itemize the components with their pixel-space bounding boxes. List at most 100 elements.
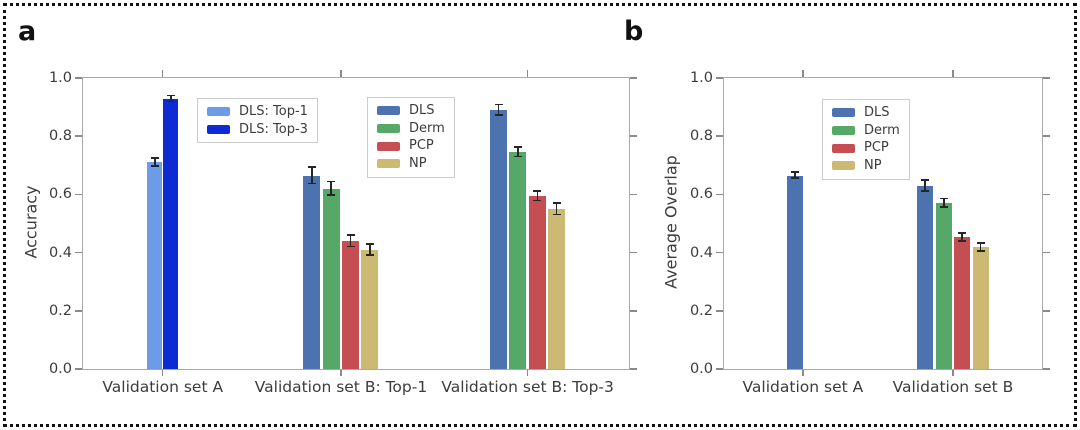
legend-swatch [377,123,400,133]
legend-label: PCP [864,140,889,156]
error-cap-top [790,171,799,173]
error-bar-pcp [536,190,539,202]
legend-swatch [377,106,400,116]
bar-derm [322,188,340,369]
error-cap-bottom [150,165,159,167]
y-tick-mark-right [1043,310,1050,312]
y-tick-label: 1.0 [689,70,713,86]
legend-box: DLS Derm PCP NP [822,99,910,180]
legend-swatch [377,159,400,169]
error-cap-bottom [533,199,542,202]
legend-entry: PCP [832,141,900,155]
x-tick-mark-bottom [802,370,804,376]
y-tick-mark-left [716,251,723,254]
error-bar-dls-top-3 [169,95,172,103]
x-tick-label: Validation set A [742,378,864,396]
legend-entry: DLS: Top-1 [207,105,308,119]
x-tick-label: Validation set B: Top-3 [441,378,614,396]
y-tick-label: 0.8 [48,128,72,145]
y-tick-mark-left [716,310,723,312]
y-tick-mark-right [630,310,637,312]
legend-label: Derm [409,120,445,136]
error-bar-dls-top-1 [153,158,156,167]
panel-a-letter: a [18,16,37,47]
error-cap-top [939,197,948,200]
legend-swatch [377,141,400,151]
y-tick-label: 0.4 [689,244,713,261]
legend-label: Derm [864,122,900,138]
error-bar-np [555,202,558,216]
legend-entry: DLS [832,106,900,120]
error-cap-bottom [790,177,799,179]
legend-swatch [832,161,855,171]
legend-box: DLS Derm PCP NP [367,97,455,178]
error-bar-dls [924,179,927,192]
y-tick-mark-left [75,368,82,370]
panel-b-letter: b [624,16,644,47]
x-tick-mark-top [161,70,164,77]
error-bar-pcp [349,234,352,248]
y-tick-mark-right [630,368,637,370]
y-tick-mark-left [716,135,723,137]
bar-dls [303,175,321,369]
x-tick-mark-bottom [952,370,954,376]
y-tick-mark-right [630,135,637,137]
error-cap-bottom [513,155,522,158]
legend-label: DLS [864,105,890,120]
y-tick-label: 0.6 [689,186,713,203]
legend-swatch [832,108,855,118]
legend-entry: PCP [377,139,445,153]
bar-pcp [342,240,360,369]
error-bar-dls [311,166,313,185]
legend-label: NP [864,157,882,173]
y-tick-label: 0.2 [48,302,72,319]
legend-label: DLS: Top-3 [239,121,308,137]
bar-dls-top-1 [146,162,163,369]
x-tick-mark-top [802,70,804,77]
x-tick-mark-bottom [161,370,164,376]
y-tick-label: 0.0 [689,361,713,377]
error-bar-derm [942,198,945,208]
y-tick-label: 0.6 [48,186,72,203]
legend-box: DLS: Top-1 DLS: Top-3 [197,98,318,144]
y-tick-mark-right [1043,368,1050,370]
error-cap-top [494,103,503,106]
y-tick-mark-left [75,135,82,137]
error-cap-bottom [327,194,336,196]
error-cap-top [150,157,159,160]
error-cap-top [921,179,930,181]
x-tick-label: Validation set B: Top-1 [254,378,428,396]
y-tick-mark-left [716,368,723,370]
error-cap-bottom [939,206,948,208]
legend-swatch [832,125,855,135]
error-cap-top [346,233,355,236]
y-tick-mark-left [75,77,82,79]
legend-swatch [207,107,230,117]
legend-swatch [832,143,855,153]
legend-entry: DLS [377,104,445,118]
error-bar-pcp [961,232,963,242]
error-cap-bottom [166,100,175,103]
error-cap-bottom [307,182,316,185]
error-cap-top [327,180,336,183]
bar-np [548,208,566,369]
y-tick-mark-left [75,193,82,196]
bar-derm [509,152,527,369]
y-tick-mark-left [716,193,723,196]
legend-label: NP [409,155,427,171]
figure-dotted-border [3,3,1077,427]
y-tick-mark-right [630,77,637,79]
y-tick-label: 0.2 [689,302,713,319]
error-cap-bottom [365,253,374,256]
y-tick-label: 0.8 [689,128,713,145]
error-bar-derm [330,181,333,196]
legend-entry: DLS: Top-3 [207,121,308,137]
x-tick-mark-bottom [340,370,342,376]
error-cap-top [958,232,967,234]
y-tick-label: 1.0 [48,70,72,86]
error-cap-bottom [552,213,561,216]
bar-np [361,249,379,369]
bar-pcp [528,195,546,369]
x-tick-label: Validation set A [102,378,224,396]
